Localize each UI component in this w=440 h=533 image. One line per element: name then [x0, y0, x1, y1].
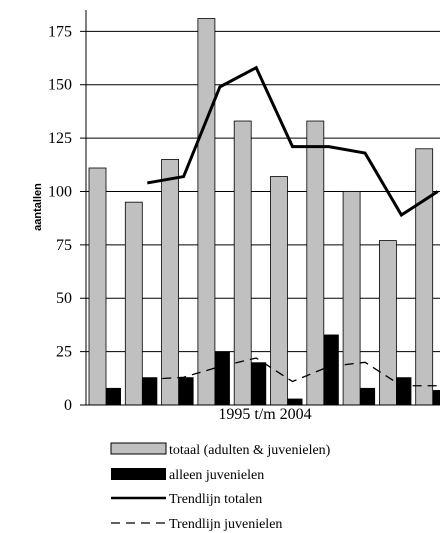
axes [80, 10, 440, 406]
bar-juvenielen [323, 334, 339, 405]
legend-label: alleen juvenielen [169, 468, 264, 483]
bar-totaal [415, 148, 434, 406]
legend: totaal (adulten & juvenielen) alleen juve… [110, 442, 331, 532]
y-tick-label: 75 [56, 237, 72, 254]
bar-juvenielen [287, 398, 303, 405]
bar-juvenielen [432, 390, 440, 405]
bar-juvenielen [360, 387, 376, 405]
bar-totaal [88, 167, 107, 406]
bar-totaal [342, 191, 361, 406]
bar-juvenielen [214, 351, 230, 405]
bar-juvenielen [178, 377, 194, 405]
bar-juvenielen [106, 387, 121, 405]
bar-totaal [124, 201, 143, 406]
x-axis-label: 1995 t/m 2004 [218, 406, 311, 423]
legend-label: totaal (adulten & juvenielen) [169, 443, 331, 458]
bars [88, 18, 440, 406]
bar-totaal [270, 176, 288, 406]
trendline-totalen [147, 65, 439, 218]
bar-totaal [378, 240, 397, 406]
legend-swatch-totaal [110, 442, 167, 455]
y-tick-label: 125 [48, 130, 72, 147]
y-tick-label: 50 [56, 290, 72, 307]
trend-lines [147, 65, 439, 387]
y-tick-label: 175 [48, 23, 72, 40]
y-tick-label: 0 [64, 397, 72, 414]
legend-label: Trendlijn juvenielen [169, 517, 282, 532]
y-axis-label: aantallen [32, 183, 44, 231]
y-tick-label: 25 [56, 344, 72, 361]
legend-swatch-juvenielen [111, 468, 166, 480]
bar-totaal [197, 18, 216, 406]
y-tick-label: 100 [48, 183, 72, 200]
bar-juvenielen [396, 377, 412, 405]
bar-totaal [306, 120, 325, 406]
bar-juvenielen [251, 362, 267, 405]
y-tick-label: 150 [48, 77, 72, 94]
trendline-juvenielen [147, 357, 438, 387]
bar-totaal [161, 159, 180, 406]
legend-label: Trendlijn totalen [169, 492, 262, 507]
bar-juvenielen [142, 377, 158, 405]
y-tick-labels: 0 25 50 75 100 125 150 175 [48, 23, 72, 414]
